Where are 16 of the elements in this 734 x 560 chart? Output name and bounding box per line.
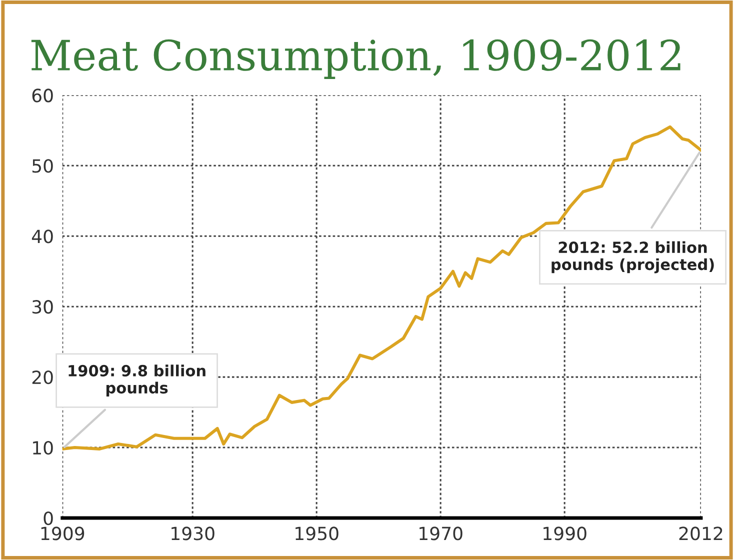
x-tick-label: 1930 — [172, 526, 214, 540]
y-tick-label: 20 — [32, 370, 53, 384]
x-tick-label: 1909 — [41, 526, 84, 540]
annotation: 2012: 52.2 billion pounds (projected) — [552, 241, 714, 274]
y-tick-label: 0 — [44, 511, 53, 526]
y-tick-label: 30 — [32, 300, 53, 314]
annotation: 1909: 9.8 billion pounds — [68, 364, 206, 397]
y-tick-label: 60 — [32, 88, 53, 102]
y-tick-label: 40 — [32, 230, 53, 244]
chart-title: Meat Consumption, 1909-2012 — [31, 39, 680, 79]
x-tick-label: 2012 — [679, 526, 722, 540]
y-tick-label: 50 — [32, 159, 53, 173]
y-tick-label: 10 — [33, 440, 53, 455]
x-tick-label: 1970 — [420, 526, 462, 540]
x-tick-label: 1950 — [296, 526, 338, 540]
x-tick-label: 1990 — [544, 526, 586, 540]
